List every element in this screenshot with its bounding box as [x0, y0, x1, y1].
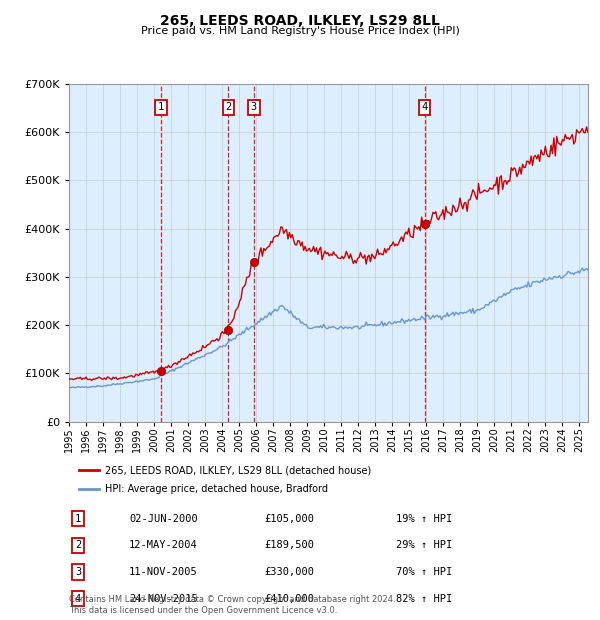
- Text: £189,500: £189,500: [264, 540, 314, 551]
- Text: 265, LEEDS ROAD, ILKLEY, LS29 8LL (detached house): 265, LEEDS ROAD, ILKLEY, LS29 8LL (detac…: [106, 465, 371, 475]
- Text: HPI: Average price, detached house, Bradford: HPI: Average price, detached house, Brad…: [106, 484, 328, 494]
- Text: 3: 3: [251, 102, 257, 112]
- Text: 11-NOV-2005: 11-NOV-2005: [129, 567, 198, 577]
- Text: 2: 2: [225, 102, 232, 112]
- Text: 29% ↑ HPI: 29% ↑ HPI: [396, 540, 452, 551]
- Text: £330,000: £330,000: [264, 567, 314, 577]
- Text: 1: 1: [75, 513, 81, 524]
- Text: 12-MAY-2004: 12-MAY-2004: [129, 540, 198, 551]
- Text: 24-NOV-2015: 24-NOV-2015: [129, 593, 198, 604]
- Text: Price paid vs. HM Land Registry's House Price Index (HPI): Price paid vs. HM Land Registry's House …: [140, 26, 460, 36]
- Text: 4: 4: [75, 593, 81, 604]
- Text: 70% ↑ HPI: 70% ↑ HPI: [396, 567, 452, 577]
- Text: £410,000: £410,000: [264, 593, 314, 604]
- Text: 82% ↑ HPI: 82% ↑ HPI: [396, 593, 452, 604]
- Text: 265, LEEDS ROAD, ILKLEY, LS29 8LL: 265, LEEDS ROAD, ILKLEY, LS29 8LL: [160, 14, 440, 28]
- Text: 3: 3: [75, 567, 81, 577]
- Text: 1: 1: [158, 102, 164, 112]
- Text: 02-JUN-2000: 02-JUN-2000: [129, 513, 198, 524]
- Text: 4: 4: [422, 102, 428, 112]
- Text: Contains HM Land Registry data © Crown copyright and database right 2024.: Contains HM Land Registry data © Crown c…: [69, 595, 395, 604]
- Text: 2: 2: [75, 540, 81, 551]
- Text: This data is licensed under the Open Government Licence v3.0.: This data is licensed under the Open Gov…: [69, 606, 337, 615]
- Text: £105,000: £105,000: [264, 513, 314, 524]
- Text: 19% ↑ HPI: 19% ↑ HPI: [396, 513, 452, 524]
